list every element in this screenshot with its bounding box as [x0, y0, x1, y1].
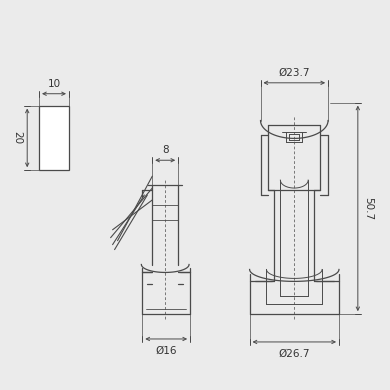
Text: 50.7: 50.7 — [363, 197, 373, 220]
Text: 8: 8 — [162, 145, 168, 155]
Text: Ø26.7: Ø26.7 — [278, 349, 310, 359]
Text: Ø16: Ø16 — [156, 346, 177, 356]
Text: 10: 10 — [48, 79, 60, 89]
Bar — [39, 106, 69, 170]
Text: 20: 20 — [12, 131, 22, 144]
Text: Ø23.7: Ø23.7 — [278, 68, 310, 78]
